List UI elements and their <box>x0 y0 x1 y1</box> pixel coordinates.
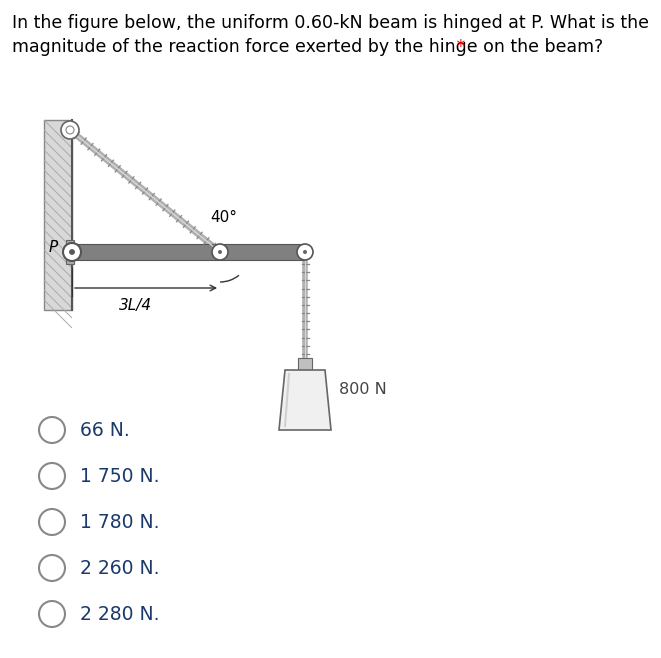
Polygon shape <box>279 370 331 430</box>
Text: 40°: 40° <box>210 210 237 225</box>
Text: In the figure below, the uniform 0.60-kN beam is hinged at P. What is the: In the figure below, the uniform 0.60-kN… <box>12 14 649 32</box>
Circle shape <box>297 244 313 260</box>
Text: *: * <box>451 38 465 56</box>
Circle shape <box>61 121 79 139</box>
Circle shape <box>212 244 228 260</box>
Circle shape <box>39 509 65 535</box>
Bar <box>44 120 72 310</box>
Bar <box>66 240 74 264</box>
Circle shape <box>39 417 65 443</box>
Text: P: P <box>49 241 58 255</box>
Text: magnitude of the reaction force exerted by the hinge on the beam?: magnitude of the reaction force exerted … <box>12 38 603 56</box>
Text: 800 N: 800 N <box>339 382 387 397</box>
Circle shape <box>39 555 65 581</box>
Circle shape <box>66 126 74 134</box>
Circle shape <box>69 249 75 255</box>
Text: 2 280 N.: 2 280 N. <box>80 605 159 624</box>
Bar <box>298 358 312 370</box>
Text: 1 750 N.: 1 750 N. <box>80 467 159 486</box>
Circle shape <box>63 243 81 261</box>
Text: 2 260 N.: 2 260 N. <box>80 559 159 578</box>
Circle shape <box>39 601 65 627</box>
Text: 66 N.: 66 N. <box>80 420 130 440</box>
Circle shape <box>218 250 222 254</box>
Circle shape <box>39 463 65 489</box>
Circle shape <box>303 250 307 254</box>
Bar <box>72 244 305 260</box>
Text: 3L/4: 3L/4 <box>120 298 153 313</box>
Text: 1 780 N.: 1 780 N. <box>80 513 159 532</box>
